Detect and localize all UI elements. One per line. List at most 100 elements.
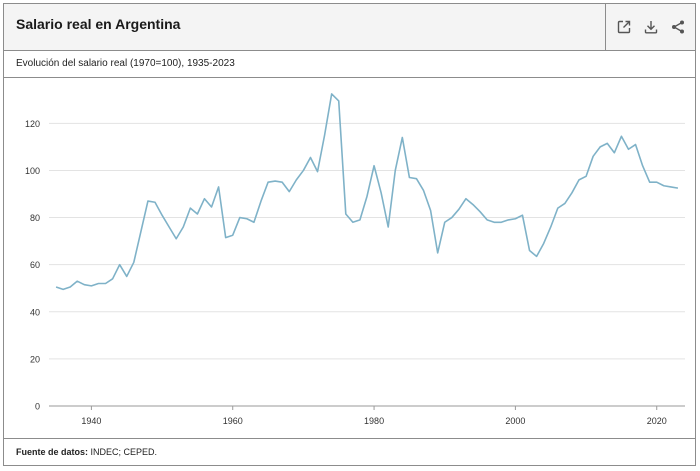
data-point [449, 215, 455, 221]
data-point [406, 175, 412, 181]
x-tick-label: 1960 [223, 416, 243, 426]
data-point [548, 224, 554, 230]
x-tick-label: 2000 [505, 416, 525, 426]
data-point [166, 224, 172, 230]
y-tick-label: 100 [25, 166, 40, 176]
data-point [364, 193, 370, 199]
data-point [647, 179, 653, 185]
y-tick-label: 80 [30, 213, 40, 223]
data-point [640, 163, 646, 169]
data-point [654, 179, 660, 185]
data-point [138, 229, 144, 235]
x-tick-label: 1980 [364, 416, 384, 426]
data-point [590, 153, 596, 159]
data-point [251, 219, 257, 225]
data-point [569, 190, 575, 196]
chart-header: Salario real en Argentina [4, 4, 695, 51]
data-point [244, 216, 250, 222]
data-point [633, 142, 639, 148]
data-point [484, 217, 490, 223]
data-point [576, 177, 582, 183]
data-point [110, 276, 116, 282]
data-point [258, 198, 264, 204]
data-point [371, 163, 377, 169]
data-point [392, 167, 398, 173]
data-point [618, 133, 624, 139]
data-point [209, 204, 215, 210]
data-point [519, 212, 525, 218]
data-point [534, 253, 540, 259]
data-point [675, 185, 681, 191]
data-point [265, 179, 271, 185]
data-point [470, 202, 476, 208]
data-point [442, 219, 448, 225]
data-point [597, 144, 603, 150]
data-point [322, 132, 328, 138]
data-point [201, 196, 207, 202]
download-button[interactable] [641, 17, 661, 37]
data-point [477, 209, 483, 215]
data-point [67, 284, 73, 290]
data-point [152, 199, 158, 205]
data-point [329, 91, 335, 97]
data-point [435, 250, 441, 256]
data-point [399, 134, 405, 140]
data-point [145, 198, 151, 204]
data-point [491, 219, 497, 225]
subtitle-bar: Evolución del salario real (1970=100), 1… [4, 51, 695, 78]
data-point [159, 212, 165, 218]
data-point [223, 235, 229, 241]
data-point [378, 190, 384, 196]
data-point [512, 216, 518, 222]
data-point [300, 167, 306, 173]
data-point [336, 98, 342, 104]
data-point [53, 284, 59, 290]
data-point [307, 154, 313, 160]
data-point [661, 183, 667, 189]
data-point [357, 217, 363, 223]
data-point [604, 140, 610, 146]
chart-footer: Fuente de datos: INDEC; CEPED. [4, 438, 695, 465]
chart-card: Salario real en Argentina [3, 3, 696, 466]
data-point [95, 281, 101, 287]
data-point [81, 282, 87, 288]
data-point [625, 146, 631, 152]
data-point [286, 189, 292, 195]
y-tick-label: 60 [30, 260, 40, 270]
series-line [55, 93, 679, 291]
data-point [668, 184, 674, 190]
open-external-button[interactable] [614, 17, 634, 37]
data-point [272, 178, 278, 184]
data-point [103, 281, 109, 287]
data-point [279, 179, 285, 185]
y-tick-label: 120 [25, 119, 40, 129]
chart-toolbar [605, 4, 695, 50]
data-point [555, 205, 561, 211]
data-point [117, 262, 123, 268]
data-point [428, 207, 434, 213]
line-chart: 0 20 40 60 80 100 120 1940 1960 1980 2000 2020 [25, 91, 685, 426]
data-point [463, 196, 469, 202]
share-icon [671, 20, 684, 34]
data-point [60, 286, 66, 292]
y-tick-label: 40 [30, 307, 40, 317]
data-point [237, 215, 243, 221]
x-tick-label: 2020 [647, 416, 667, 426]
y-tick-label: 0 [35, 402, 40, 412]
data-point [413, 176, 419, 182]
data-point [498, 219, 504, 225]
data-point [124, 273, 130, 279]
data-point [343, 211, 349, 217]
data-point [315, 169, 321, 175]
data-point [216, 184, 222, 190]
chart-subtitle: Evolución del salario real (1970=100), 1… [16, 58, 235, 69]
chart-title: Salario real en Argentina [16, 16, 181, 32]
data-point [350, 219, 356, 225]
data-point [456, 206, 462, 212]
x-tick-label: 1940 [81, 416, 101, 426]
plot-area: 0 20 40 60 80 100 120 1940 1960 1980 2000 2020 [4, 78, 695, 440]
data-point [131, 259, 137, 265]
data-point [527, 248, 533, 254]
data-point [88, 283, 94, 289]
share-button[interactable] [668, 17, 688, 37]
